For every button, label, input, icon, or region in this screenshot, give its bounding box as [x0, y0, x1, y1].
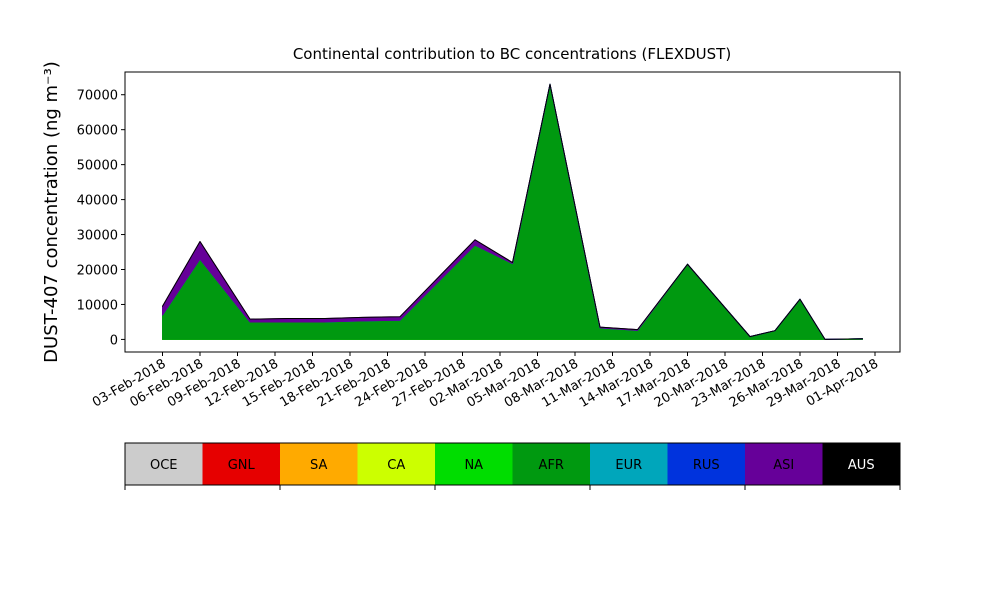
legend-swatch — [202, 443, 280, 485]
legend-label: AUS — [848, 458, 875, 473]
y-tick-label: 20000 — [77, 264, 118, 279]
legend-label: RUS — [693, 458, 720, 473]
legend-swatch — [280, 443, 358, 485]
legend-label: CA — [387, 458, 405, 473]
legend-swatch — [435, 443, 513, 485]
legend-label: OCE — [150, 458, 178, 473]
legend-label: SA — [310, 458, 327, 473]
legend-label: NA — [464, 458, 483, 473]
legend-label: EUR — [615, 458, 642, 473]
y-tick-label: 0 — [110, 333, 118, 348]
legend-swatch — [357, 443, 435, 485]
legend-label: ASI — [773, 458, 794, 473]
y-axis-label: DUST-407 concentration (ng m⁻³) — [41, 61, 62, 363]
area — [162, 83, 863, 340]
legend-frame — [124, 442, 901, 486]
plot-frame — [124, 71, 901, 353]
legend-swatch — [125, 443, 203, 485]
y-tick-label: 40000 — [77, 194, 118, 209]
chart-title: Continental contribution to BC concentra… — [293, 45, 731, 63]
y-tick-label: 30000 — [77, 229, 118, 244]
legend-label: AFR — [539, 458, 564, 473]
y-tick-label: 50000 — [77, 159, 118, 174]
legend-swatch — [667, 443, 745, 485]
legend-swatch — [745, 443, 823, 485]
legend-swatch — [512, 443, 590, 485]
y-tick-label: 70000 — [77, 89, 118, 104]
y-tick-label: 60000 — [77, 124, 118, 139]
y-tick-label: 10000 — [77, 298, 118, 313]
legend-label: GNL — [228, 458, 256, 473]
legend-swatch — [822, 443, 900, 485]
legend-swatch — [590, 443, 668, 485]
area — [162, 83, 863, 340]
